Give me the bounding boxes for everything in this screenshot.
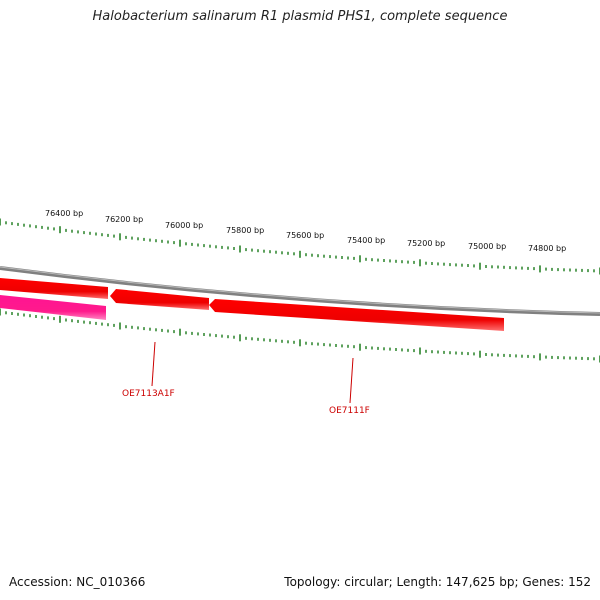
map-title: Halobacterium salinarum R1 plasmid PHS1,… [92, 9, 508, 24]
tick-label: 74800 bp [528, 244, 566, 253]
tick-label: 75400 bp [347, 236, 385, 245]
tick-label: 76000 bp [165, 221, 203, 230]
gene-label-OE7111F: OE7111F [329, 406, 370, 416]
gene-arrow-pink[interactable] [0, 295, 106, 320]
plasmid-backbone-highlight [0, 266, 600, 314]
gene-label-leader [349, 357, 354, 404]
tick-label: 76200 bp [105, 215, 143, 224]
tick-label: 75800 bp [226, 226, 264, 235]
tick-label: 76400 bp [45, 209, 83, 218]
accession-text: Accession: NC_010366 [9, 575, 146, 589]
outer-tick-ring [0, 218, 600, 275]
gene-arrow[interactable] [0, 278, 108, 299]
tick-label: 75200 bp [407, 239, 445, 248]
gene-label-leader [151, 341, 156, 387]
topology-summary: Topology: circular; Length: 147,625 bp; … [284, 575, 591, 589]
gene-label-OE7113A1F: OE7113A1F [122, 389, 175, 399]
gene-arrow-OE7111F[interactable] [209, 299, 504, 331]
gene-arrow[interactable] [110, 289, 209, 310]
tick-label-group: 76400 bp 76200 bp 76000 bp 75800 bp 7560… [45, 209, 566, 253]
plasmid-backbone [0, 266, 600, 316]
tick-label: 75000 bp [468, 242, 506, 251]
tick-label: 75600 bp [286, 231, 324, 240]
inner-tick-ring [0, 308, 600, 363]
